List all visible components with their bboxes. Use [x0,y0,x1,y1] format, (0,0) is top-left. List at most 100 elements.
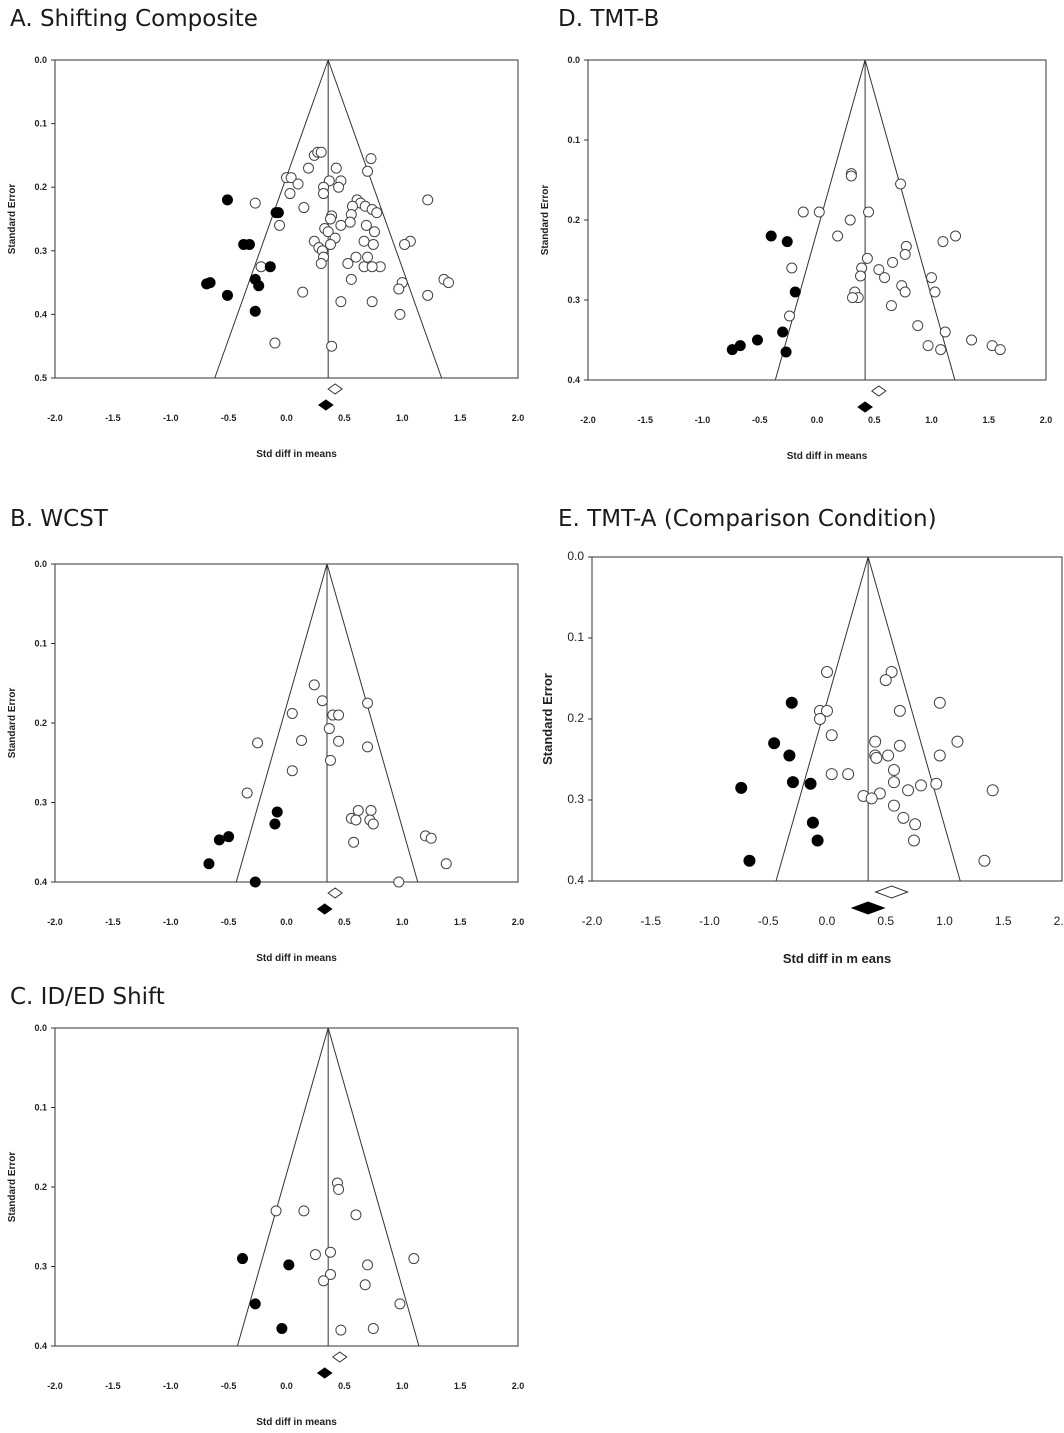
observed-study-point [358,235,370,247]
imputed-study-point [789,286,801,298]
observed-study-point [939,326,951,338]
observed-study-point [297,286,309,298]
observed-study-point [324,238,336,250]
imputed-study-point [783,749,796,762]
observed-study-point [986,784,999,797]
observed-study-point [296,734,308,746]
observed-study-point [292,178,304,190]
observed-study-point [879,674,892,687]
observed-study-point [887,764,900,777]
observed-study-point [324,1268,336,1280]
observed-study-point [394,1298,406,1310]
observed-study-point [885,666,898,679]
summary-diamond-observed [327,383,343,395]
observed-study-point [335,1324,347,1336]
x-tick-label: -1.5 [640,914,661,928]
observed-study-point [845,170,857,182]
y-tick-label: 0.2 [34,182,47,192]
y-tick-label: 0.1 [567,630,584,644]
x-tick-label: 0.5 [338,413,351,423]
y-tick-label: 0.3 [34,246,47,256]
x-tick-label: 1.0 [396,413,409,423]
y-tick-label: 0.1 [567,135,580,145]
observed-study-point [935,344,947,356]
observed-study-point [899,286,911,298]
imputed-study-point [270,207,282,219]
observed-study-point [255,261,267,273]
observed-study-point [366,296,378,308]
observed-study-point [318,188,330,200]
observed-study-point [907,834,920,847]
y-tick-label: 0.1 [34,1103,47,1113]
imputed-study-point [201,278,213,290]
imputed-study-point [726,344,738,356]
observed-study-point [352,804,364,816]
x-axis-title: Std diff in means [256,953,337,964]
observed-study-point [879,272,891,284]
observed-study-point [813,713,826,725]
panel-title: D. TMT-B [558,6,660,32]
y-tick-label: 0.5 [34,373,47,383]
panel-B: B. WCST 0.0 0.1 0.2 0.3 0.4 -2.0 -1.5 -1.0 -0.5 0… [0,498,540,978]
panel-title: C. ID/ED Shift [10,984,165,1010]
summary-diamond-adjusted [857,401,873,413]
observed-study-point [249,197,261,209]
x-tick-label: 0.0 [811,415,824,425]
observed-study-point [844,214,856,226]
imputed-study-point [249,1298,261,1310]
x-tick-label: 1.0 [925,415,938,425]
observed-study-point [270,1205,282,1217]
observed-study-point [422,289,434,301]
y-tick-label: 0.4 [34,1341,47,1351]
panel-title: E. TMT-A (Comparison Condition) [558,506,937,532]
imputed-study-point [806,816,819,829]
x-tick-label: 1.5 [454,917,467,927]
observed-study-point [786,262,798,274]
observed-study-point [440,858,452,870]
x-tick-label: 0.5 [877,914,894,928]
x-tick-label: 0.5 [338,917,351,927]
imputed-study-point [249,305,261,317]
observed-study-point [302,162,314,174]
y-axis-title: Standard Error [540,673,555,765]
x-tick-label: 1.5 [454,413,467,423]
funnel-left-limit [236,1027,329,1347]
observed-study-point [274,219,286,231]
x-tick-label: 1.0 [936,914,953,928]
x-axis-title: Std diff in m eans [783,951,891,966]
x-tick-label: -1.5 [105,1381,121,1391]
observed-study-point [978,854,991,867]
observed-study-point [367,238,379,250]
observed-study-point [863,206,875,218]
y-tick-label: 0.4 [34,309,47,319]
funnel-left-limit [235,563,328,883]
observed-study-point [870,751,883,764]
x-tick-label: -1.0 [699,914,720,928]
observed-study-point [286,765,298,777]
funnel-plot: 0.0 0.1 0.2 0.3 0.4 -2.0 -1.5 -1.0 -0.5 0.0 0.5 1.0… [540,55,1052,462]
y-tick-label: 0.2 [567,215,580,225]
observed-study-point [885,300,897,312]
summary-diamond-observed [327,887,343,899]
observed-study-point [333,181,345,193]
x-tick-label: 0.0 [819,914,836,928]
panel-title: A. Shifting Composite [10,6,258,32]
observed-study-point [368,226,380,238]
observed-study-point [821,704,833,717]
funnel-left-limit [774,59,866,381]
observed-study-point [861,252,873,264]
observed-study-point [825,768,838,781]
funnel-plot: 0.0 0.1 0.2 0.3 0.4 -2.0 -1.5 -1.0 -0.5 0.0 0.5 1.0… [7,559,524,964]
observed-study-point [909,818,922,831]
observed-study-point [269,337,281,349]
plot-frame [54,563,519,883]
x-tick-label: -2.0 [580,415,596,425]
observed-study-point [393,283,405,295]
observed-study-point [330,162,342,174]
x-tick-label: 1.0 [396,917,409,927]
observed-study-point [408,1253,420,1265]
observed-study-point [902,784,915,797]
observed-study-point [912,320,924,332]
x-tick-label: -0.5 [221,917,237,927]
panel-C: C. ID/ED Shift 0.0 0.1 0.2 0.3 0.4 -2.0 -1.5 -1… [0,978,540,1433]
